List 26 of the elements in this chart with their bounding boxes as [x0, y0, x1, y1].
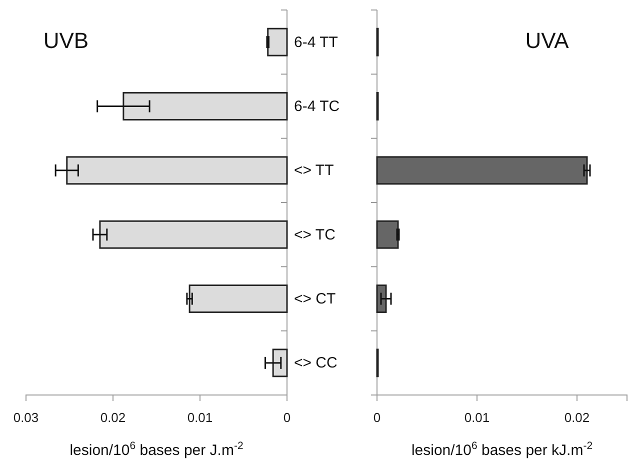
x-tick-label: 0.02 [100, 410, 126, 426]
y-tick-label: <> TT [294, 162, 334, 180]
x-tick-label: 0.01 [464, 410, 490, 426]
bar [272, 348, 288, 378]
bar [122, 92, 288, 120]
y-tick-label: 6-4 TT [294, 34, 338, 51]
x-tick-label: 0.01 [187, 410, 213, 426]
y-tick-label: <> TC [294, 226, 336, 244]
x-axis-title: lesion/10$^{6}$ bases per kJ.m$^{-2}$ [411, 440, 593, 459]
y-tick-label: 6-4 TC [294, 98, 340, 116]
x-axis-title: lesion/10$^{6}$ bases per J.m$^{-2}$ [70, 440, 244, 459]
x-tick-label: 0 [283, 410, 291, 426]
bar [376, 284, 387, 313]
bar [376, 220, 399, 249]
x-tick-label: 0 [373, 410, 381, 426]
x-tick-label: 0.02 [564, 410, 590, 426]
y-tick-label: <> CT [294, 290, 336, 308]
bar [66, 156, 288, 185]
bar [188, 284, 288, 313]
y-tick-label: <> CC [294, 354, 338, 372]
bar [267, 28, 288, 56]
text: UVA [525, 28, 570, 53]
text: UVB [43, 28, 89, 53]
bar [376, 156, 588, 185]
x-tick-label: 0.03 [13, 410, 39, 426]
bar [99, 220, 288, 249]
